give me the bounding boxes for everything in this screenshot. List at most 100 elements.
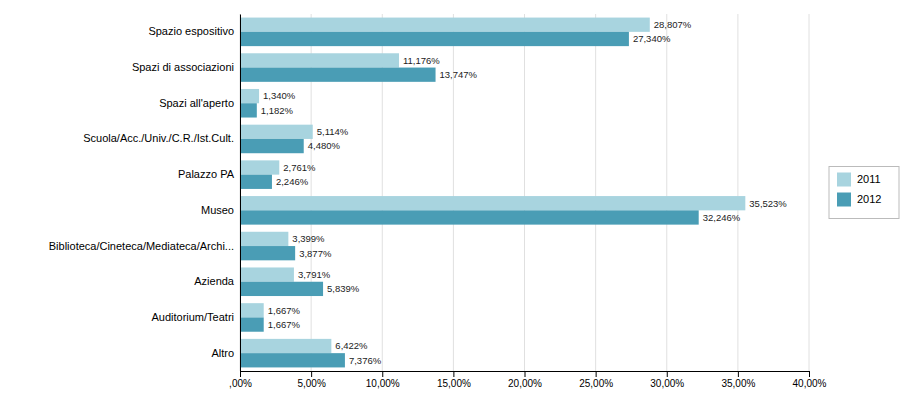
- bar: [240, 32, 629, 46]
- data-label: 1,667%: [268, 319, 301, 330]
- y-tick-label: Spazi all'aperto: [159, 97, 234, 109]
- x-tick-label: ,00%: [229, 378, 252, 389]
- data-label: 1,182%: [261, 105, 294, 116]
- data-label: 7,376%: [349, 355, 382, 366]
- data-label: 2,761%: [283, 162, 316, 173]
- x-tick-label: 40,00%: [793, 378, 827, 389]
- bar: [240, 89, 259, 103]
- x-tick: 30,00%: [650, 371, 684, 389]
- y-tick-label: Museo: [201, 204, 234, 216]
- data-label: 6,422%: [335, 340, 368, 351]
- y-tick: Biblioteca/Cineteca/Mediateca/Archi...: [49, 240, 234, 252]
- y-axis: Spazio espositivo Spazi di associazioni Sp…: [49, 15, 241, 372]
- data-label: 32,246%: [703, 212, 741, 223]
- y-tick-label: Scuola/Acc./Univ./C.R./Ist.Cult.: [83, 132, 234, 144]
- data-label: 1,667%: [268, 305, 301, 316]
- grid-line: [666, 14, 667, 371]
- bar: [240, 68, 436, 82]
- bar: [240, 246, 295, 260]
- data-label: 27,340%: [633, 33, 671, 44]
- legend-item: 2012: [837, 193, 881, 207]
- legend-swatch: [837, 193, 851, 207]
- bars: [240, 18, 745, 368]
- x-tick: 20,00%: [508, 371, 542, 389]
- data-label: 11,176%: [403, 55, 440, 66]
- data-label: 1,340%: [263, 90, 296, 101]
- y-axis-line: [240, 15, 241, 372]
- x-tick: ,00%: [229, 371, 252, 389]
- bar: [240, 103, 257, 117]
- chart: 28,807%11,176%1,340%5,114%2,761%35,523%3…: [0, 0, 919, 401]
- x-tick-label: 5,00%: [297, 378, 325, 389]
- bar: [240, 317, 264, 331]
- x-tick: 25,00%: [579, 371, 613, 389]
- legend-item: 2011: [837, 173, 881, 187]
- bar: [240, 210, 699, 224]
- data-label: 3,877%: [299, 248, 332, 259]
- plot: 28,807%11,176%1,340%5,114%2,761%35,523%3…: [49, 14, 827, 389]
- data-label: 3,791%: [298, 269, 331, 280]
- grid-line: [737, 14, 738, 371]
- bar: [240, 53, 399, 67]
- x-tick-mark: [311, 371, 312, 377]
- x-tick-mark: [382, 371, 383, 377]
- x-tick-label: 25,00%: [579, 378, 613, 389]
- y-tick-label: Spazi di associazioni: [132, 61, 234, 73]
- y-tick: Auditorium/Teatri: [151, 311, 234, 323]
- y-tick-label: Palazzo PA: [178, 168, 235, 180]
- x-tick-mark: [738, 371, 739, 377]
- bar: [240, 175, 272, 189]
- x-tick-mark: [667, 371, 668, 377]
- x-tick: 40,00%: [793, 371, 827, 389]
- x-tick-mark: [453, 371, 454, 377]
- bar: [240, 339, 331, 353]
- data-labels: 28,807%11,176%1,340%5,114%2,761%35,523%3…: [261, 19, 788, 366]
- data-label: 13,747%: [440, 69, 478, 80]
- x-tick-mark: [240, 371, 241, 377]
- y-tick-label: Altro: [211, 347, 234, 359]
- bar: [240, 196, 745, 210]
- x-tick: 10,00%: [366, 371, 400, 389]
- data-label: 2,246%: [276, 176, 309, 187]
- x-tick-label: 10,00%: [366, 378, 400, 389]
- y-tick: Spazi all'aperto: [159, 97, 234, 109]
- x-tick-mark: [809, 371, 810, 377]
- bar: [240, 282, 323, 296]
- y-tick: Altro: [211, 347, 234, 359]
- data-label: 5,114%: [317, 126, 349, 137]
- bar: [240, 160, 279, 174]
- bar: [240, 353, 345, 367]
- legend-label: 2011: [857, 173, 881, 185]
- x-axis: ,00%5,00%10,00%15,00%20,00%25,00%30,00%3…: [229, 371, 826, 389]
- legend-swatch: [837, 173, 851, 187]
- y-tick-label: Azienda: [194, 275, 235, 287]
- data-label: 5,839%: [327, 283, 360, 294]
- y-tick: Spazio espositivo: [148, 25, 234, 37]
- x-tick-mark: [596, 371, 597, 377]
- y-tick: Azienda: [194, 275, 235, 287]
- bar: [240, 267, 294, 281]
- data-label: 3,399%: [292, 233, 325, 244]
- bar: [240, 139, 304, 153]
- data-label: 4,480%: [308, 140, 341, 151]
- legend-label: 2012: [857, 193, 881, 205]
- bar: [240, 303, 264, 317]
- data-label: 28,807%: [654, 19, 692, 30]
- bar: [240, 125, 313, 139]
- x-tick-label: 35,00%: [721, 378, 755, 389]
- y-tick-label: Biblioteca/Cineteca/Mediateca/Archi...: [49, 240, 234, 252]
- y-tick: Museo: [201, 204, 234, 216]
- grid-line: [453, 14, 454, 371]
- x-tick-label: 30,00%: [650, 378, 684, 389]
- legend: 2011 2012: [829, 167, 899, 219]
- y-tick-label: Auditorium/Teatri: [151, 311, 234, 323]
- y-tick: Spazi di associazioni: [132, 61, 234, 73]
- grid-line: [524, 14, 525, 371]
- grid-line: [240, 14, 241, 371]
- grid-line: [595, 14, 596, 371]
- bar: [240, 232, 288, 246]
- x-tick-label: 20,00%: [508, 378, 542, 389]
- y-tick-label: Spazio espositivo: [148, 25, 234, 37]
- x-tick: 5,00%: [297, 371, 325, 389]
- x-tick-mark: [525, 371, 526, 377]
